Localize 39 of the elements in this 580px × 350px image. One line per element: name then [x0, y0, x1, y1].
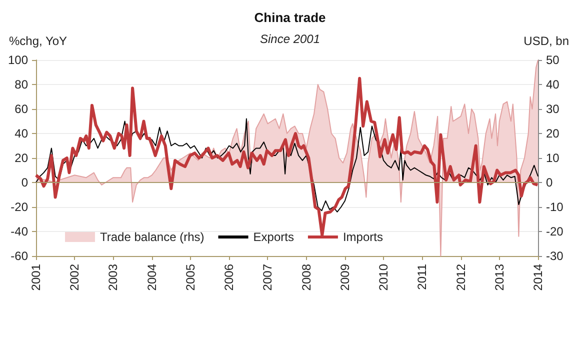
y-tick-label: 80: [14, 78, 28, 92]
x-tick-label: 2005: [183, 264, 198, 291]
x-tick-label: 2010: [376, 264, 391, 291]
y2-tick-label: -10: [546, 200, 564, 214]
x-tick-label: 2001: [29, 264, 43, 291]
y2-tick-label: 40: [546, 78, 560, 92]
x-tick-label: 2004: [144, 264, 159, 291]
y2-tick-label: 0: [546, 176, 553, 190]
y-tick-label: -20: [10, 200, 28, 214]
y-tick-label: 100: [8, 53, 28, 67]
chart-subtitle: Since 2001: [260, 32, 320, 46]
y-tick-label: 40: [14, 126, 28, 140]
legend-label: Trade balance (rhs): [100, 230, 204, 244]
legend-label: Exports: [253, 230, 294, 244]
y-tick-label: -60: [10, 249, 28, 263]
y2-axis-title: USD, bn: [524, 34, 570, 48]
y2-tick-label: 30: [546, 102, 560, 116]
x-tick-label: 2014: [531, 264, 545, 291]
chart-title: China trade: [254, 10, 326, 25]
y2-tick-label: -30: [546, 249, 564, 263]
x-tick-label: 2012: [454, 264, 468, 291]
y-tick-label: -40: [10, 224, 28, 238]
y2-tick-label: 20: [546, 126, 560, 140]
x-tick-label: 2003: [106, 264, 120, 291]
x-tick-label: 2013: [492, 264, 506, 291]
x-tick-label: 2002: [68, 264, 82, 291]
x-tick-label: 2011: [415, 264, 430, 290]
y2-tick-label: 50: [546, 53, 560, 67]
x-tick-label: 2009: [338, 264, 352, 291]
y-tick-label: 0: [21, 176, 28, 190]
y-tick-label: 20: [14, 151, 28, 165]
y2-tick-label: 10: [546, 151, 560, 165]
y-tick-label: 60: [14, 102, 28, 116]
y2-tick-label: -20: [546, 224, 564, 238]
y-axis-title: %chg, YoY: [9, 34, 68, 48]
x-tick-label: 2006: [222, 264, 236, 291]
x-tick-label: 2007: [260, 264, 275, 291]
legend-label: Imports: [342, 230, 383, 244]
x-tick-label: 2008: [299, 264, 314, 291]
